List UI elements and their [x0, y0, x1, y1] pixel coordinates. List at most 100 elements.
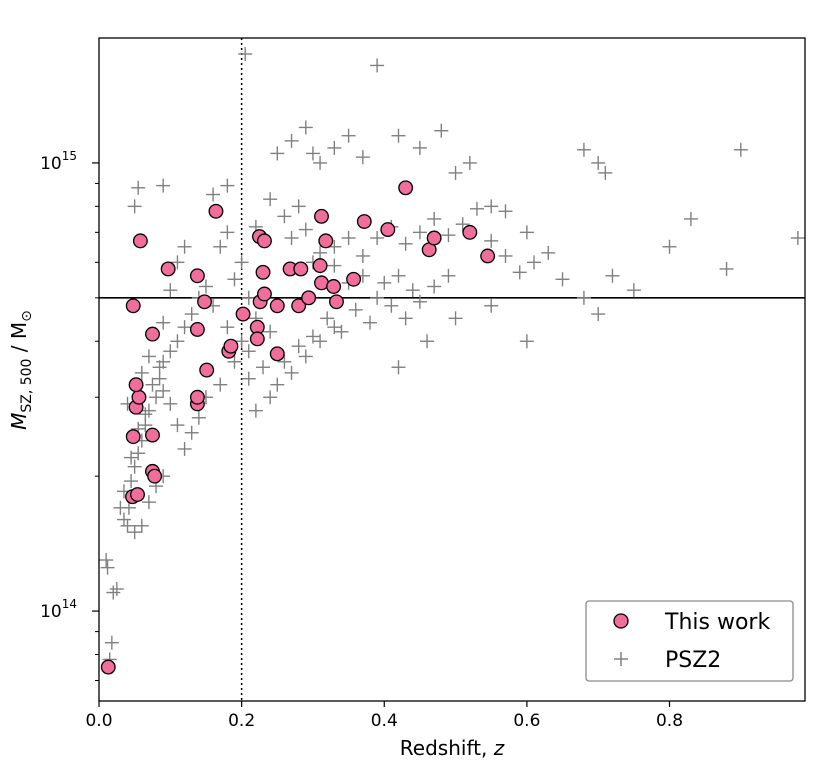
this-work-point: [197, 294, 212, 310]
psz2-point: [391, 128, 406, 143]
psz2-point: [512, 265, 527, 280]
psz2-point: [576, 142, 591, 157]
psz2-point: [341, 230, 356, 245]
psz2-point: [184, 425, 199, 440]
x-tick-label: 0.6: [513, 711, 540, 731]
psz2-point: [156, 315, 171, 330]
psz2-point: [790, 230, 805, 245]
psz2-point: [241, 290, 256, 305]
this-work-point: [291, 298, 307, 314]
psz2-point: [391, 268, 406, 283]
this-work-point: [480, 248, 496, 264]
psz2-point: [498, 248, 513, 263]
psz2-point: [291, 199, 306, 214]
this-work-point: [462, 224, 478, 240]
psz2-point: [683, 211, 698, 226]
psz2-point: [177, 239, 192, 254]
psz2-point: [270, 377, 285, 392]
psz2-point: [163, 344, 178, 359]
this-work-point: [346, 271, 362, 287]
psz2-point: [298, 120, 313, 135]
psz2-point: [305, 329, 320, 344]
psz2-point: [377, 275, 392, 290]
psz2-point: [591, 155, 606, 170]
psz2-point: [138, 407, 153, 422]
psz2-point: [213, 377, 228, 392]
y-axis: 1014 1015: [40, 149, 99, 681]
psz2-point: [320, 311, 335, 326]
psz2-point: [284, 230, 299, 245]
psz2-point: [391, 360, 406, 375]
psz2-point: [313, 334, 328, 349]
this-work-point: [132, 233, 148, 249]
this-work-point: [131, 389, 147, 405]
this-work-point: [301, 290, 317, 306]
psz2-point: [116, 512, 131, 527]
psz2-point: [355, 248, 370, 263]
psz2-point: [156, 383, 171, 398]
psz2-point: [220, 225, 235, 240]
x-tick-label: 0.2: [228, 711, 255, 731]
psz2-point: [434, 123, 449, 138]
psz2-point: [469, 201, 484, 216]
psz2-point: [298, 349, 313, 364]
psz2-point: [412, 140, 427, 155]
psz2-point: [227, 272, 242, 287]
psz2-point: [284, 133, 299, 148]
psz2-point: [362, 315, 377, 330]
this-work-point: [356, 214, 372, 229]
this-work-point: [223, 338, 239, 354]
this-work-point: [189, 389, 205, 405]
psz2-point: [733, 142, 748, 157]
x-tick-label: 0.0: [85, 711, 112, 731]
psz2-point: [163, 396, 178, 411]
psz2-point: [163, 283, 178, 298]
psz2-point: [370, 290, 385, 305]
psz2-point: [420, 334, 435, 349]
legend-box: [585, 600, 794, 682]
psz2-point: [427, 279, 442, 294]
psz2-point: [412, 294, 427, 309]
psz2-point: [370, 58, 385, 73]
y-axis-label-unit-subscript: ⊙: [19, 310, 35, 322]
psz2-point: [448, 165, 463, 180]
x-tick-label: 0.4: [371, 711, 398, 731]
psz2-point: [220, 178, 235, 193]
y-axis-label-subscript: SZ, 500: [19, 359, 35, 413]
psz2-point: [519, 225, 534, 240]
psz2-point: [277, 354, 292, 369]
psz2-point: [263, 324, 278, 339]
psz2-point: [141, 349, 156, 364]
psz2-point: [484, 199, 499, 214]
psz2-point: [191, 410, 206, 425]
psz2-point: [241, 344, 256, 359]
x-tick-label: 0.8: [656, 711, 683, 731]
psz2-point: [184, 307, 199, 322]
psz2-point: [398, 236, 413, 251]
psz2-point: [662, 239, 677, 254]
this-work-point: [208, 203, 224, 219]
psz2-point: [527, 255, 542, 270]
psz2-point: [327, 140, 342, 155]
psz2-point: [127, 199, 142, 214]
psz2-point: [109, 582, 124, 597]
psz2-point: [241, 371, 256, 386]
psz2-point: [220, 320, 235, 335]
this-work-point: [380, 222, 396, 238]
psz2-point: [263, 192, 278, 207]
psz2-point: [170, 255, 185, 270]
psz2-point: [498, 204, 513, 219]
psz2-point: [141, 495, 156, 510]
this-work-point: [147, 468, 163, 484]
this-work-point: [189, 268, 205, 284]
this-work-point: [269, 346, 285, 362]
this-work-point: [312, 258, 328, 274]
this-work-point: [130, 487, 145, 502]
psz2-point: [131, 446, 146, 461]
psz2-point: [238, 47, 253, 62]
psz2-point: [234, 334, 249, 349]
psz2-point: [441, 228, 456, 243]
psz2-point: [156, 354, 171, 369]
psz2-point: [448, 311, 463, 326]
reference-lines: [99, 38, 805, 701]
